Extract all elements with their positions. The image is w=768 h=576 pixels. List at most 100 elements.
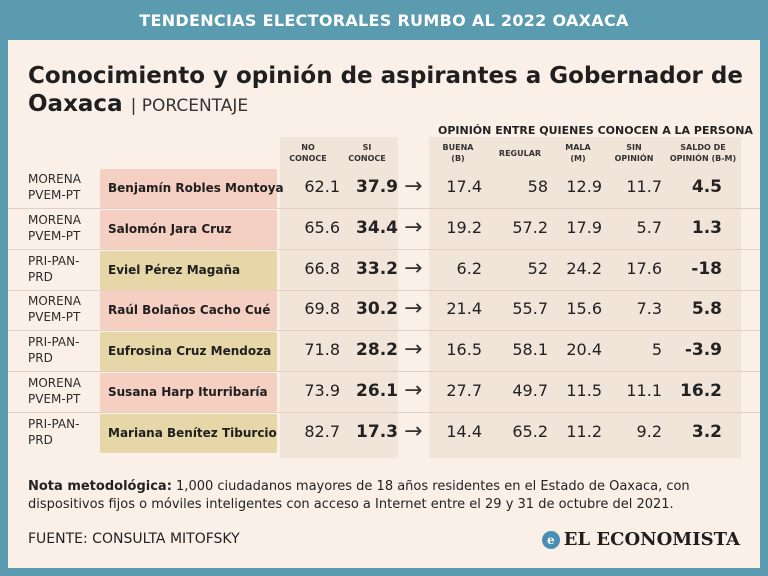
cell-sin-opinion: 7.3: [636, 299, 662, 319]
party-label: MORENA PVEM-PT: [28, 212, 81, 243]
candidate-highlight: [100, 373, 277, 412]
infographic-panel: Conocimiento y opinión de aspirantes a G…: [8, 40, 760, 568]
col-head-sin-opinion: SIN OPINIÓN: [614, 143, 654, 163]
row-divider: [8, 248, 760, 250]
cell-regular: 52: [527, 258, 548, 278]
table-row: MORENA PVEM-PT Salomón Jara Cruz 65.6 34.4 19…: [8, 209, 760, 250]
banner-title: TENDENCIAS ELECTORALES RUMBO AL 2022 OAX…: [0, 0, 768, 40]
logo-mark-icon: e: [541, 530, 560, 549]
cell-buena: 14.4: [446, 421, 482, 441]
cell-no-conoce: 62.1: [304, 177, 340, 196]
candidate-highlight: [100, 250, 277, 290]
cell-si-conoce: 37.9: [356, 177, 398, 197]
cell-saldo: 1.3: [691, 217, 722, 238]
cell-sin-opinion: 11.1: [626, 381, 662, 400]
cell-si-conoce: 28.2: [356, 340, 398, 361]
chart-title: Conocimiento y opinión de aspirantes a G…: [28, 62, 748, 120]
candidate-highlight: [100, 291, 277, 331]
cell-sin-opinion: 17.6: [626, 258, 662, 278]
row-divider: [8, 208, 760, 209]
candidate-highlight: [100, 209, 277, 249]
cell-no-conoce: 69.8: [304, 299, 340, 319]
cell-regular: 58.1: [512, 340, 548, 360]
arrow-right-icon: →: [404, 214, 423, 240]
arrow-right-icon: →: [404, 255, 423, 281]
cell-buena: 17.4: [446, 177, 482, 196]
candidate-name: Eufrosina Cruz Mendoza: [108, 344, 272, 359]
cell-saldo: 4.5: [691, 177, 722, 197]
party-label: PRI-PAN- PRD: [28, 253, 80, 284]
cell-no-conoce: 82.7: [304, 421, 340, 441]
table-row: MORENA PVEM-PT Benjamín Robles Montoya 62.1…: [8, 168, 760, 209]
candidate-name: Salomón Jara Cruz: [108, 221, 232, 236]
candidate-name: Raúl Bolaños Cacho Cué: [108, 303, 271, 318]
party-label: MORENA PVEM-PT: [28, 294, 81, 325]
economista-logo: e EL ECONOMISTA: [541, 529, 740, 550]
opinion-group-label: OPINIÓN ENTRE QUIENES CONOCEN A LA PERSO…: [438, 124, 753, 137]
cell-regular: 55.7: [512, 299, 548, 319]
cell-buena: 6.2: [456, 258, 482, 278]
col-head-no-conoce: NO CONOCE: [289, 143, 327, 163]
cell-mala: 12.9: [566, 177, 602, 196]
col-head-si-conoce: SI CONOCE: [348, 143, 386, 163]
candidate-name: Benjamín Robles Montoya: [108, 181, 284, 195]
cell-regular: 65.2: [512, 421, 548, 441]
arrow-right-icon: →: [404, 174, 423, 199]
cell-si-conoce: 17.3: [356, 421, 398, 442]
cell-no-conoce: 65.6: [304, 217, 340, 237]
cell-si-conoce: 34.4: [356, 217, 398, 238]
cell-buena: 19.2: [446, 217, 482, 237]
cell-si-conoce: 33.2: [356, 258, 398, 279]
row-divider: [8, 412, 760, 413]
row-divider: [8, 371, 760, 373]
col-head-regular: REGULAR: [498, 149, 542, 158]
candidate-name: Eviel Pérez Magaña: [108, 262, 241, 277]
party-label: PRI-PAN- PRD: [28, 335, 80, 366]
title-text: Conocimiento y opinión de aspirantes a G…: [28, 63, 743, 117]
table-row: PRI-PAN- PRD Eviel Pérez Magaña 66.8 33.2 6.2…: [8, 250, 760, 291]
candidate-name: Susana Harp Iturribaría: [108, 385, 268, 399]
col-head-saldo: SALDO DE OPINIÓN (B-M): [669, 143, 737, 163]
row-divider: [8, 330, 760, 332]
cell-mala: 15.6: [566, 299, 602, 319]
cell-si-conoce: 30.2: [356, 299, 398, 320]
cell-sin-opinion: 9.2: [636, 421, 662, 441]
table-row: PRI-PAN- PRD Eufrosina Cruz Mendoza 71.8 28.…: [8, 331, 760, 373]
cell-regular: 58: [527, 177, 548, 196]
party-label: PRI-PAN- PRD: [28, 416, 80, 447]
cell-saldo: 5.8: [691, 299, 722, 320]
title-unit: | PORCENTAJE: [130, 96, 249, 116]
row-divider: [8, 289, 760, 291]
candidate-name: Mariana Benítez Tiburcio: [108, 425, 277, 440]
arrow-right-icon: →: [404, 378, 423, 403]
cell-si-conoce: 26.1: [356, 381, 398, 401]
table-row: PRI-PAN- PRD Mariana Benítez Tiburcio 82.7 1…: [8, 413, 760, 453]
cell-saldo: -18: [691, 258, 722, 279]
cell-no-conoce: 66.8: [304, 258, 340, 278]
arrow-right-icon: →: [404, 418, 423, 444]
cell-sin-opinion: 5.7: [636, 217, 662, 237]
opinion-shade: [429, 137, 741, 458]
party-label: MORENA PVEM-PT: [28, 376, 81, 406]
cell-regular: 49.7: [512, 381, 548, 400]
cell-mala: 11.5: [566, 381, 602, 400]
cell-sin-opinion: 5: [651, 340, 662, 360]
cell-saldo: 16.2: [680, 381, 722, 401]
cell-no-conoce: 73.9: [304, 381, 340, 400]
cell-saldo: -3.9: [684, 340, 722, 361]
arrow-right-icon: →: [404, 296, 423, 322]
candidate-highlight: [100, 413, 277, 453]
col-head-buena: BUENA (B): [442, 143, 474, 163]
col-head-mala: MALA (M): [565, 143, 591, 163]
cell-saldo: 3.2: [691, 421, 722, 442]
cell-regular: 57.2: [512, 217, 548, 237]
conoce-shade: [280, 137, 398, 458]
table-row: MORENA PVEM-PT Susana Harp Iturribaría 73.9…: [8, 372, 760, 413]
cell-mala: 17.9: [566, 217, 602, 237]
cell-mala: 11.2: [566, 421, 602, 441]
arrow-right-icon: →: [404, 337, 423, 363]
cell-mala: 24.2: [566, 258, 602, 278]
methodology-note: Nota metodológica: 1,000 ciudadanos mayo…: [28, 479, 690, 512]
cell-mala: 20.4: [566, 340, 602, 360]
source-label: FUENTE: CONSULTA MITOFSKY: [28, 531, 240, 547]
